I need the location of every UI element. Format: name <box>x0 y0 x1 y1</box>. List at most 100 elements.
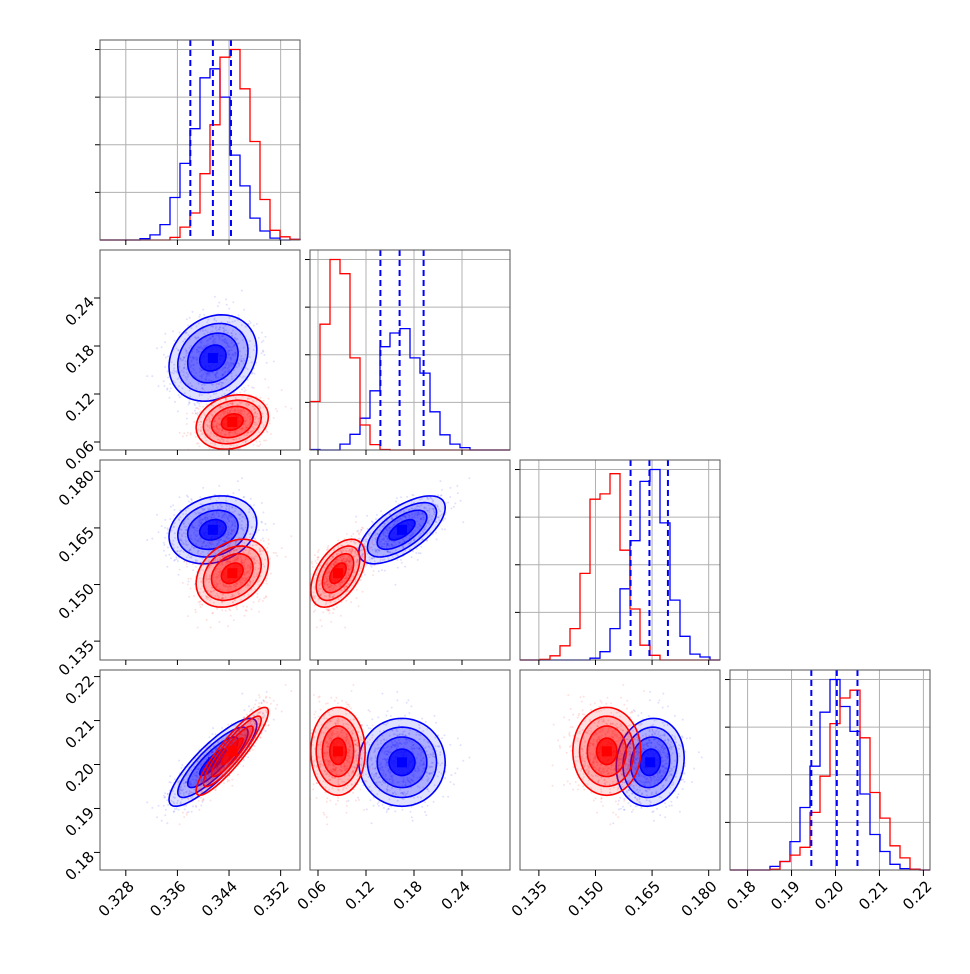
scatter-point <box>262 339 265 342</box>
scatter-point <box>157 385 160 388</box>
scatter-point <box>194 611 197 614</box>
scatter-point <box>256 592 259 595</box>
scatter-point <box>232 511 235 514</box>
scatter-point <box>203 314 206 316</box>
scatter-point <box>296 619 298 621</box>
scatter-point <box>231 320 234 323</box>
scatter-point <box>372 570 375 572</box>
scatter-point <box>219 406 222 408</box>
scatter-point <box>175 556 178 559</box>
scatter-point <box>245 452 247 454</box>
scatter-point <box>229 431 232 434</box>
scatter-point <box>213 295 216 298</box>
scatter-point <box>190 810 193 813</box>
scatter-point <box>337 539 340 542</box>
scatter-point <box>199 522 202 524</box>
scatter-point <box>261 349 264 352</box>
scatter-point <box>260 331 263 334</box>
scatter-point <box>241 376 244 379</box>
scatter-point <box>234 525 237 527</box>
scatter-point <box>242 759 245 762</box>
scatter-point <box>164 356 167 359</box>
scatter-point <box>232 444 235 447</box>
scatter-point <box>172 372 175 375</box>
scatter-point <box>200 341 202 344</box>
scatter-point <box>219 423 222 426</box>
scatter-point <box>194 538 197 541</box>
scatter-point <box>254 412 257 415</box>
scatter-point <box>218 427 221 430</box>
scatter-point <box>419 552 422 555</box>
scatter-point <box>205 418 208 421</box>
scatter-point <box>261 599 264 602</box>
scatter-point <box>222 367 225 370</box>
scatter-point <box>254 537 257 540</box>
scatter-point <box>198 394 201 397</box>
scatter-point <box>175 347 178 350</box>
scatter-point <box>254 418 257 421</box>
scatter-point <box>163 796 166 799</box>
scatter-point <box>272 416 275 419</box>
scatter-point <box>216 372 219 375</box>
scatter-point <box>223 410 226 413</box>
scatter-point <box>197 442 200 445</box>
scatter-point <box>225 536 228 539</box>
scatter-point <box>253 408 255 411</box>
scatter-point <box>188 366 191 369</box>
scatter-point <box>316 558 319 561</box>
scatter-point <box>206 372 209 375</box>
scatter-point <box>227 533 230 536</box>
scatter-point <box>215 334 218 337</box>
scatter-point <box>248 415 251 418</box>
scatter-point <box>219 326 221 329</box>
scatter-point <box>240 428 243 431</box>
scatter-point <box>234 542 237 545</box>
scatter-point <box>226 342 229 345</box>
scatter-point <box>218 538 221 541</box>
scatter-point <box>246 404 248 407</box>
scatter-point <box>233 344 236 347</box>
scatter-point <box>163 543 166 546</box>
scatter-point <box>316 556 319 559</box>
scatter-point <box>206 380 209 383</box>
scatter-point <box>366 514 369 517</box>
scatter-point <box>259 406 261 409</box>
scatter-point <box>221 381 224 384</box>
scatter-point <box>255 322 258 325</box>
scatter-point <box>238 454 240 456</box>
scatter-point <box>246 413 249 416</box>
scatter-point <box>222 339 225 342</box>
scatter-point <box>205 345 208 348</box>
scatter-point <box>255 526 258 529</box>
scatter-point <box>352 532 355 535</box>
scatter-point <box>205 379 208 382</box>
scatter-point <box>206 339 209 342</box>
scatter-point <box>222 382 225 385</box>
scatter-point <box>214 569 217 572</box>
scatter-point <box>250 430 253 433</box>
scatter-point <box>260 702 263 705</box>
scatter-point <box>224 366 227 368</box>
scatter-point <box>194 565 197 568</box>
scatter-point <box>185 378 188 381</box>
scatter-point <box>182 359 185 361</box>
scatter-point <box>211 389 213 392</box>
scatter-point <box>178 385 180 388</box>
scatter-point <box>166 822 169 825</box>
scatter-point <box>181 435 184 438</box>
scatter-point <box>191 563 194 566</box>
scatter-point <box>188 346 191 349</box>
scatter-point <box>221 444 223 447</box>
scatter-point <box>210 414 213 417</box>
scatter-point <box>205 618 208 621</box>
scatter-point <box>468 477 471 480</box>
scatter-point <box>208 515 211 518</box>
scatter-point <box>228 349 231 352</box>
scatter-point <box>217 542 220 545</box>
scatter-point <box>223 513 226 516</box>
scatter-point <box>151 375 154 378</box>
scatter-point <box>178 331 181 334</box>
scatter-point <box>218 383 221 386</box>
scatter-point <box>193 369 196 371</box>
scatter-point <box>197 336 200 339</box>
